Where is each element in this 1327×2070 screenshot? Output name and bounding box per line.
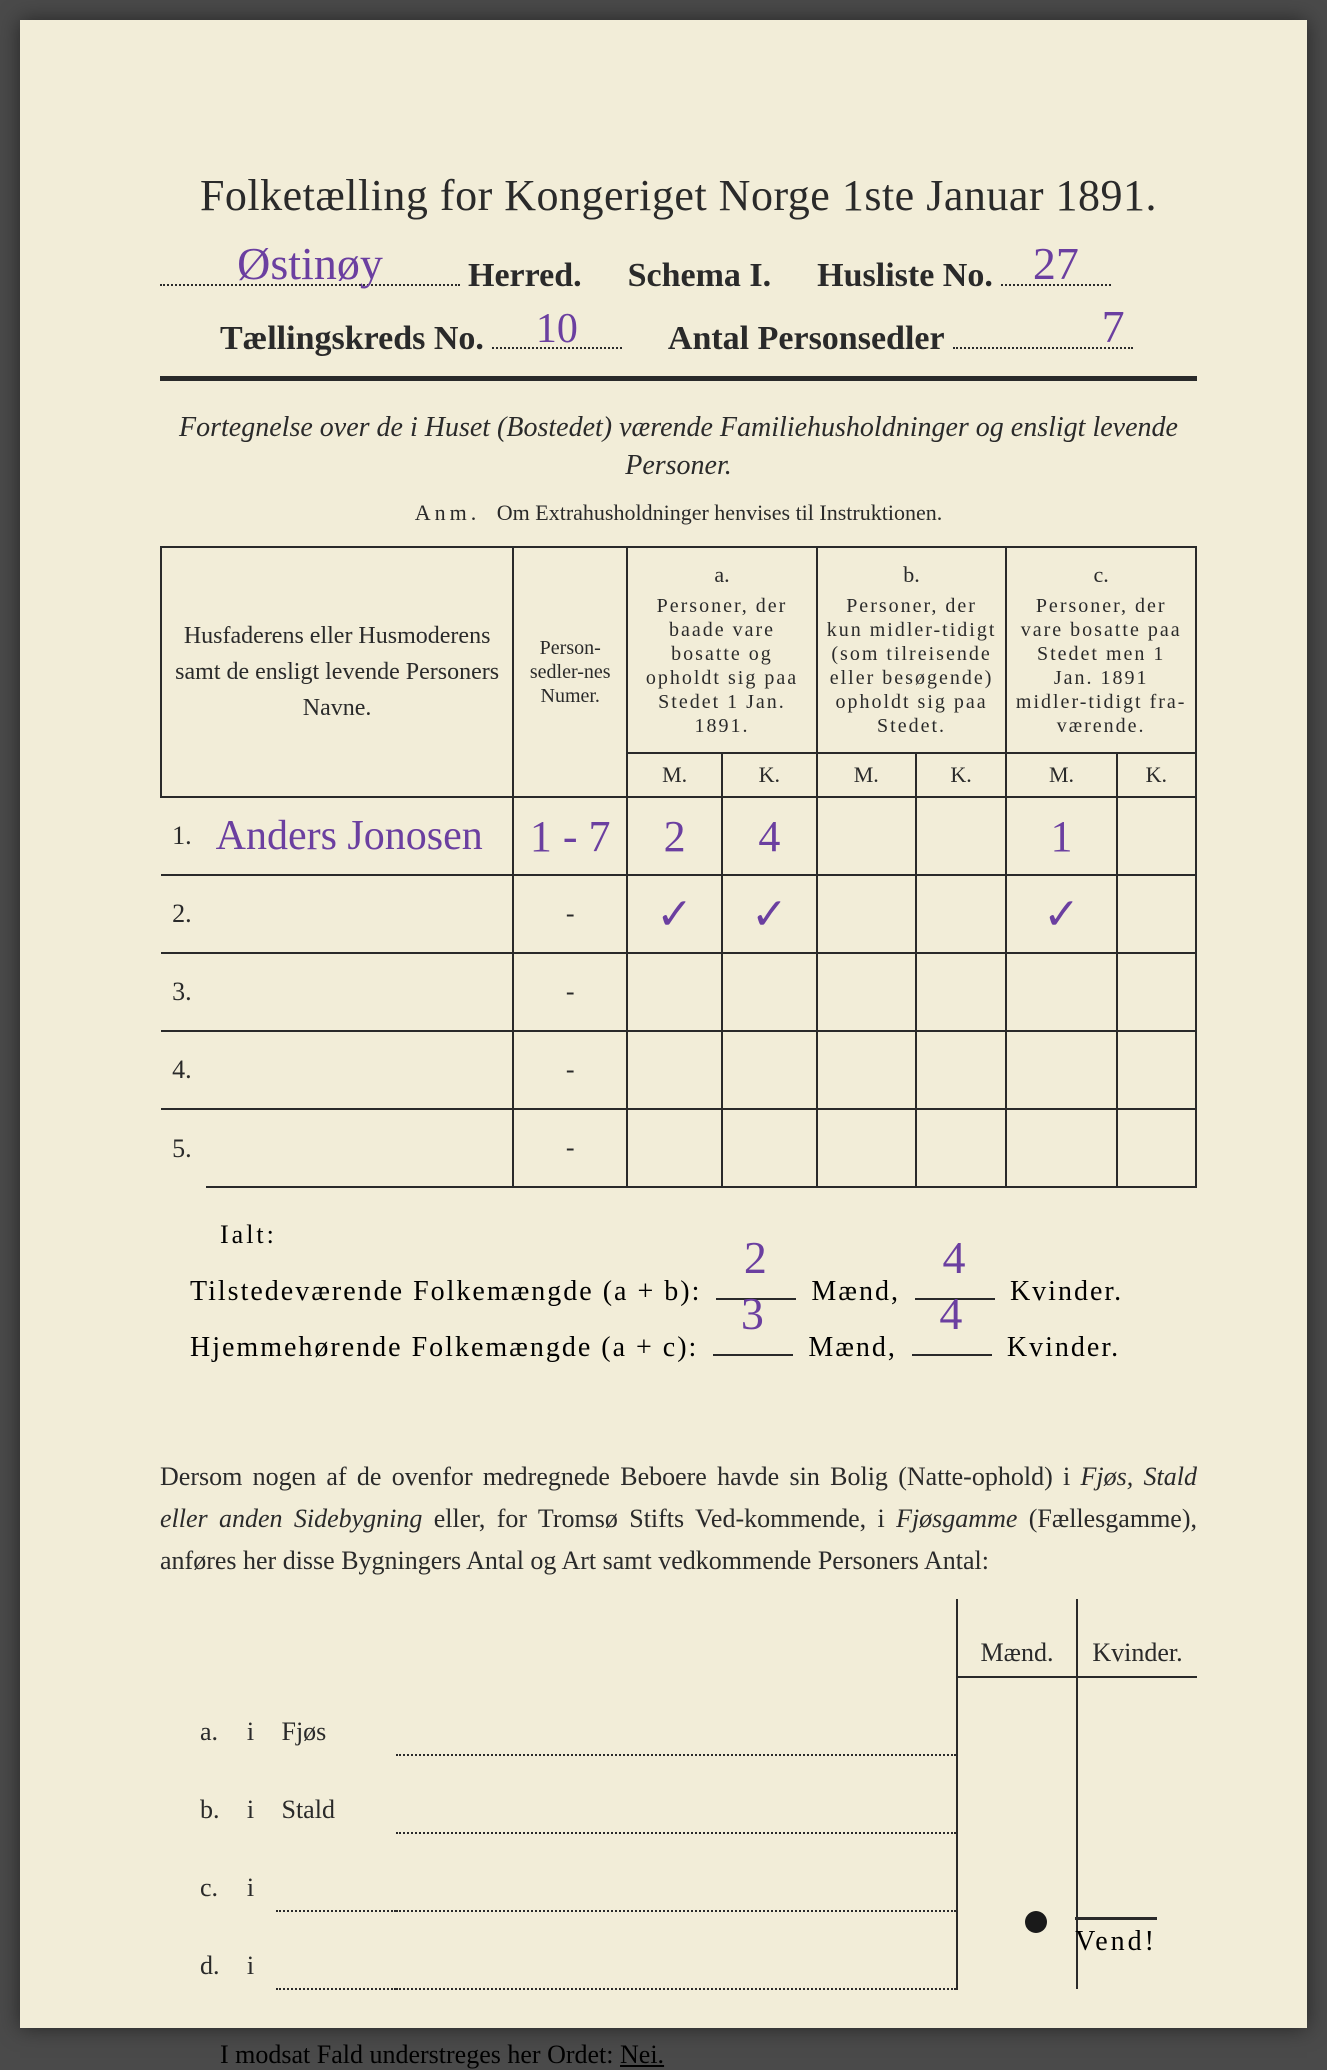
- col-a-m: M.: [627, 753, 722, 797]
- vend-label: Vend!: [1075, 1917, 1157, 1958]
- ink-blot-icon: [1025, 1911, 1047, 1933]
- col-head-num: Person-sedler-nes Numer.: [513, 547, 627, 797]
- husliste-field: 27: [1001, 249, 1111, 286]
- col-c-m: M.: [1006, 753, 1116, 797]
- kreds-label: Tællingskreds No.: [220, 320, 484, 358]
- anm-label: Anm.: [415, 500, 481, 525]
- table-row: 1. Anders Jonosen 1 - 7 2 4 1: [161, 797, 1196, 875]
- totals-line-ac: Hjemmehørende Folkemængde (a + c): 3 Mæn…: [190, 1320, 1197, 1376]
- table-row: 3. -: [161, 953, 1196, 1031]
- ialt-label: Ialt:: [220, 1220, 1197, 1250]
- footer-line: I modsat Fald understreges her Ordet: Ne…: [220, 2040, 1197, 2070]
- col-head-name: Husfaderens eller Husmoderens samt de en…: [161, 547, 513, 797]
- antal-label: Antal Personsedler: [668, 320, 945, 358]
- page-title: Folketælling for Kongeriget Norge 1ste J…: [160, 170, 1197, 221]
- mk-maend: Mænd.: [957, 1599, 1077, 1677]
- building-row: a. i Fjøs: [160, 1677, 1197, 1755]
- census-form-page: Folketælling for Kongeriget Norge 1ste J…: [20, 20, 1307, 2028]
- kreds-field: 10: [492, 311, 622, 348]
- census-tbody: 1. Anders Jonosen 1 - 7 2 4 1 2. - ✓ ✓ ✓: [161, 797, 1196, 1187]
- kreds-value: 10: [536, 305, 578, 353]
- ac-m-field: 3: [713, 1354, 793, 1356]
- col-b-m: M.: [817, 753, 916, 797]
- header-row-2: Tællingskreds No. 10 Antal Personsedler …: [160, 311, 1197, 357]
- table-row: 4. -: [161, 1031, 1196, 1109]
- divider: [160, 376, 1197, 381]
- col-a-k: K.: [722, 753, 817, 797]
- table-row: 5. -: [161, 1109, 1196, 1187]
- schema-label: Schema I.: [628, 257, 772, 295]
- antal-value: 7: [1102, 300, 1125, 353]
- herred-value: Østinøy: [237, 237, 383, 290]
- anm-text: Om Extrahusholdninger henvises til Instr…: [497, 500, 942, 525]
- herred-label: Herred.: [468, 257, 582, 295]
- col-b-k: K.: [916, 753, 1007, 797]
- col-c-k: K.: [1117, 753, 1196, 797]
- herred-field: Østinøy: [160, 249, 460, 286]
- husliste-label: Husliste No.: [817, 257, 993, 295]
- building-row: b. i Stald: [160, 1755, 1197, 1833]
- census-table: Husfaderens eller Husmoderens samt de en…: [160, 546, 1197, 1188]
- table-row: 2. - ✓ ✓ ✓: [161, 875, 1196, 953]
- subtitle: Fortegnelse over de i Huset (Bostedet) v…: [160, 409, 1197, 485]
- totals-block: Tilstedeværende Folkemængde (a + b): 2 M…: [190, 1264, 1197, 1376]
- antal-field: 7: [953, 311, 1133, 348]
- mk-kvinder: Kvinder.: [1077, 1599, 1197, 1677]
- ac-k-field: 4: [912, 1354, 992, 1356]
- header-row-1: Østinøy Herred. Schema I. Husliste No. 2…: [160, 249, 1197, 295]
- anm-line: Anm. Om Extrahusholdninger henvises til …: [160, 500, 1197, 526]
- totals-line-ab: Tilstedeværende Folkemængde (a + b): 2 M…: [190, 1264, 1197, 1320]
- col-head-b: b. Personer, der kun midler-tidigt (som …: [817, 547, 1007, 753]
- husliste-value: 27: [1033, 237, 1079, 290]
- col-head-c: c. Personer, der vare bosatte paa Stedet…: [1006, 547, 1196, 753]
- col-head-a: a. Personer, der baade vare bosatte og o…: [627, 547, 817, 753]
- building-row: c. i: [160, 1833, 1197, 1911]
- note-paragraph: Dersom nogen af de ovenfor medregnede Be…: [160, 1456, 1197, 1581]
